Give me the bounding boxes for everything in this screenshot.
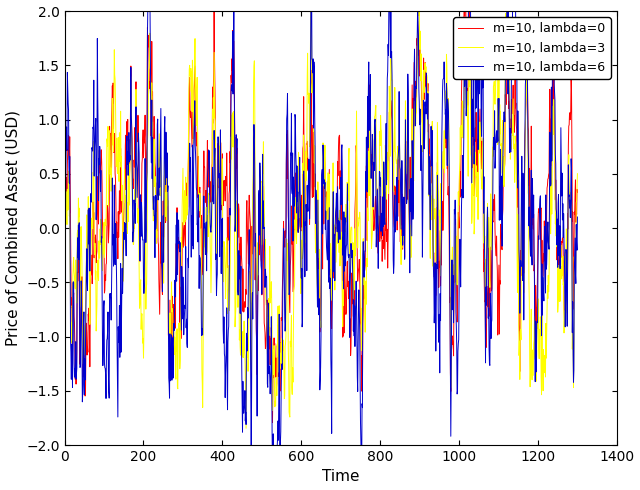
m=10, lambda=0 (520, 270, 527, 276)
m=10, lambda=6 (61, 225, 69, 231)
m=10, lambda=0 (353, 216, 361, 222)
m=10, lambda=6 (379, 233, 387, 239)
X-axis label: Time: Time (322, 469, 360, 485)
m=10, lambda=3 (72, 257, 79, 263)
Line: m=10, lambda=6: m=10, lambda=6 (65, 0, 577, 490)
m=10, lambda=3 (573, 171, 581, 176)
m=10, lambda=3 (61, 225, 69, 231)
m=10, lambda=3 (242, 425, 250, 431)
m=10, lambda=6 (291, 203, 298, 209)
m=10, lambda=6 (72, 339, 79, 344)
m=10, lambda=0 (269, 419, 276, 425)
m=10, lambda=0 (379, 238, 387, 244)
m=10, lambda=3 (520, 290, 527, 296)
m=10, lambda=0 (291, 223, 298, 229)
m=10, lambda=6 (65, 164, 73, 170)
m=10, lambda=0 (72, 357, 79, 363)
Y-axis label: Price of Combined Asset (USD): Price of Combined Asset (USD) (6, 110, 20, 346)
m=10, lambda=0 (65, 152, 73, 158)
Line: m=10, lambda=3: m=10, lambda=3 (65, 0, 577, 428)
m=10, lambda=3 (65, 174, 73, 180)
m=10, lambda=3 (379, 222, 387, 228)
Legend: m=10, lambda=0, m=10, lambda=3, m=10, lambda=6: m=10, lambda=0, m=10, lambda=3, m=10, la… (453, 17, 611, 79)
m=10, lambda=0 (61, 225, 69, 231)
m=10, lambda=3 (291, 286, 298, 292)
m=10, lambda=6 (353, 341, 361, 347)
Line: m=10, lambda=0: m=10, lambda=0 (65, 0, 577, 422)
m=10, lambda=6 (520, 317, 527, 323)
m=10, lambda=0 (573, 189, 581, 195)
m=10, lambda=6 (573, 214, 581, 220)
m=10, lambda=3 (353, 159, 361, 165)
